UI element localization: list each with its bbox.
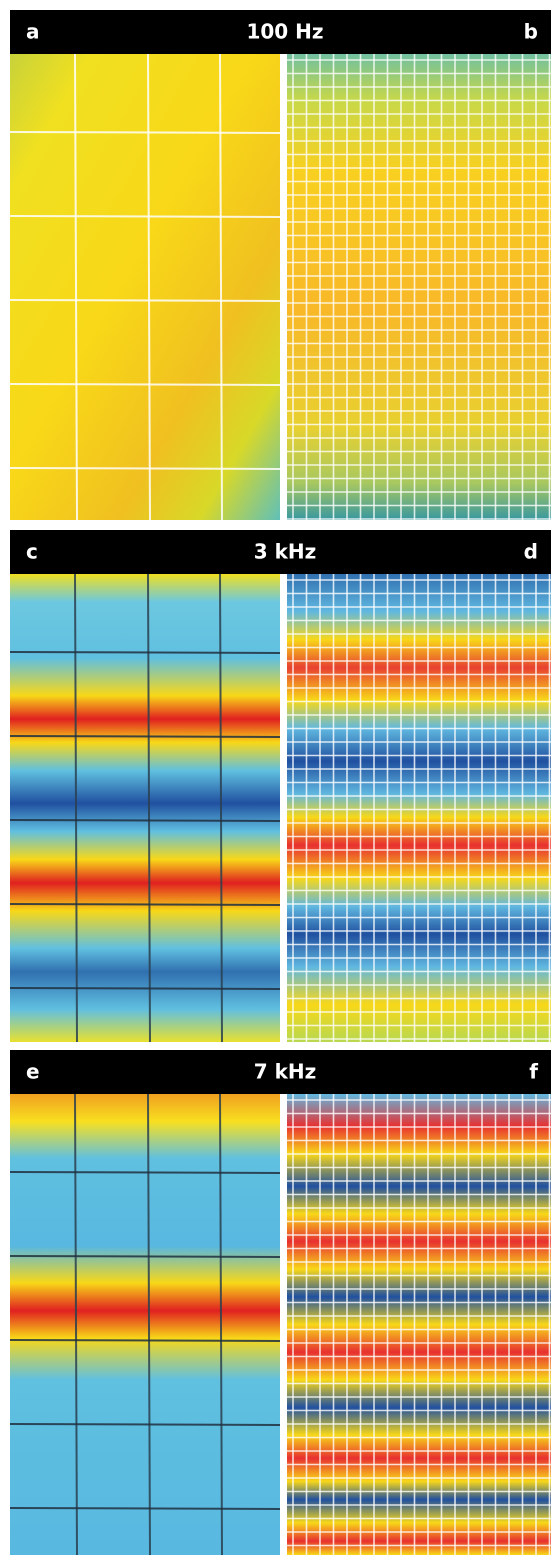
panel-right-label: f bbox=[529, 1060, 538, 1084]
mesh-line bbox=[10, 1424, 280, 1425]
panel-left-label: c bbox=[26, 540, 38, 564]
mesh-line bbox=[10, 652, 280, 653]
mesh-line bbox=[10, 132, 280, 133]
figure: a 100 Hz b c 3 kHz d e 7 kHz f bbox=[0, 0, 551, 1555]
panel-right-label: b bbox=[524, 20, 538, 44]
mesh-line bbox=[10, 300, 280, 301]
mesh-line bbox=[10, 468, 280, 469]
panel-right-label: d bbox=[524, 540, 538, 564]
panel-title: 3 kHz bbox=[254, 540, 317, 564]
mesh-line bbox=[10, 988, 280, 989]
heatmap-image bbox=[10, 1094, 280, 1555]
mesh-line bbox=[10, 1340, 280, 1341]
panel-title: 7 kHz bbox=[254, 1060, 317, 1084]
mesh-line bbox=[10, 820, 280, 821]
panel-left-label: a bbox=[26, 20, 40, 44]
heatmap-image bbox=[10, 574, 280, 1042]
mesh-line bbox=[10, 1172, 280, 1173]
heatmap-image bbox=[287, 54, 551, 520]
mesh-line bbox=[10, 384, 280, 385]
mesh-line bbox=[10, 736, 280, 737]
heatmap-image bbox=[287, 1094, 551, 1555]
panel-title: 100 Hz bbox=[246, 20, 323, 44]
mesh-line bbox=[10, 1256, 280, 1257]
mesh-line bbox=[10, 216, 280, 217]
mesh-line bbox=[10, 1508, 280, 1509]
mesh-line bbox=[10, 904, 280, 905]
panel-left-label: e bbox=[26, 1060, 40, 1084]
heatmap-image bbox=[10, 54, 280, 520]
